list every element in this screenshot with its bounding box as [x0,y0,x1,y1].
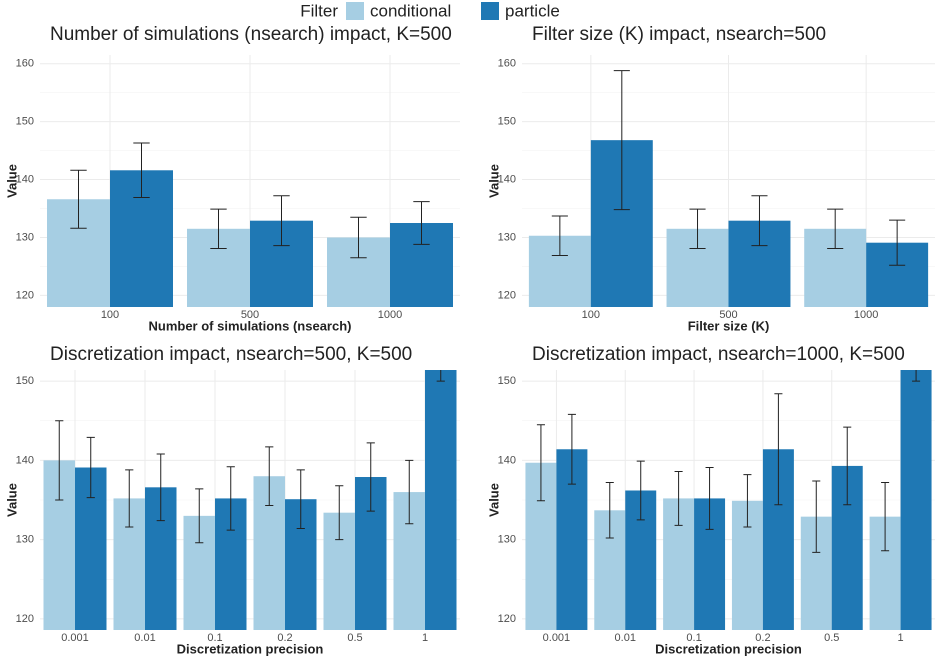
plot-area [47,55,453,307]
legend-title: Filter [300,1,338,20]
error-bar [881,482,890,552]
error-bar [551,215,568,256]
x-tick-label: 0.5 [824,632,839,644]
panel-title: Filter size (K) impact, nsearch=500 [532,24,826,45]
error-bar [743,474,752,528]
error-bar [613,70,630,211]
y-tick-label: 120 [498,613,516,625]
legend-key [481,2,499,20]
y-tick-label: 160 [498,58,516,70]
error-bar [350,216,367,259]
error-bar [210,208,227,249]
bar [425,370,457,630]
y-tick-label: 120 [16,613,34,625]
y-tick-label: 140 [498,173,516,185]
error-bar [436,370,445,382]
error-bar [912,370,921,382]
y-tick-label: 150 [16,116,34,128]
y-tick-label: 160 [16,58,34,70]
x-tick-label: 500 [241,309,259,321]
error-bar [812,480,821,553]
x-axis-title: Discretization precision [177,641,324,656]
error-bar [273,195,290,247]
x-tick-label: 1 [422,632,428,644]
error-bar [567,413,576,485]
x-tick-label: 1 [898,632,904,644]
x-axis-title: Number of simulations (nsearch) [149,318,352,333]
error-bar [133,142,150,199]
x-tick-label: 0.5 [347,632,362,644]
legend-label: particle [505,1,560,20]
y-axis-title: Value [486,483,501,517]
panel-title: Discretization impact, nsearch=1000, K=5… [532,344,905,365]
error-bar [335,485,344,541]
error-bar [751,195,768,247]
error-bar [689,208,706,249]
y-tick-label: 150 [16,375,34,387]
x-tick-label: 500 [719,309,737,321]
x-tick-label: 0.1 [207,632,222,644]
error-bar [674,470,683,526]
error-bar [405,459,414,525]
x-tick-label: 0.001 [61,632,89,644]
y-tick-label: 130 [498,231,516,243]
x-axis-title: Discretization precision [655,641,802,656]
error-bar [413,201,430,245]
error-bar [366,442,375,512]
y-tick-label: 130 [16,534,34,546]
error-bar [827,208,844,249]
error-bar [156,453,165,522]
y-tick-label: 120 [498,289,516,301]
error-bar [226,466,235,531]
error-bar [125,469,134,528]
x-tick-label: 1000 [378,309,402,321]
y-tick-label: 150 [498,116,516,128]
x-tick-label: 100 [582,309,600,321]
legend-label: conditional [370,1,451,20]
y-tick-label: 140 [498,454,516,466]
x-tick-label: 0.001 [543,632,571,644]
x-tick-label: 0.1 [686,632,701,644]
x-tick-label: 1000 [854,309,878,321]
plot-area [43,370,457,630]
error-bar [296,469,305,530]
y-axis-title: Value [4,164,19,198]
error-bar [843,426,852,506]
x-tick-label: 0.2 [755,632,770,644]
y-tick-label: 140 [16,173,34,185]
error-bar [636,460,645,521]
x-tick-label: 0.2 [277,632,292,644]
plot-area [528,55,929,307]
y-axis-title: Value [4,483,19,517]
y-tick-label: 130 [16,231,34,243]
panel-title: Number of simulations (nsearch) impact, … [50,24,452,45]
y-tick-label: 130 [498,534,516,546]
error-bar [774,393,783,506]
error-bar [705,467,714,530]
error-bar [265,446,274,507]
error-bar [55,420,64,501]
y-axis-title: Value [486,164,501,198]
panel-title: Discretization impact, nsearch=500, K=50… [50,344,412,365]
y-tick-label: 150 [498,375,516,387]
x-tick-label: 0.01 [615,632,636,644]
error-bar [605,482,614,539]
plot-area [525,370,932,630]
x-tick-label: 100 [101,309,119,321]
error-bar [86,436,95,499]
x-tick-label: 0.01 [134,632,155,644]
error-bar [70,169,87,229]
y-tick-label: 140 [16,454,34,466]
error-bar [536,424,545,502]
bar [900,370,932,630]
legend-key [346,2,364,20]
error-bar [889,219,906,266]
error-bar [195,488,204,544]
y-tick-label: 120 [16,289,34,301]
x-axis-title: Filter size (K) [688,318,770,333]
